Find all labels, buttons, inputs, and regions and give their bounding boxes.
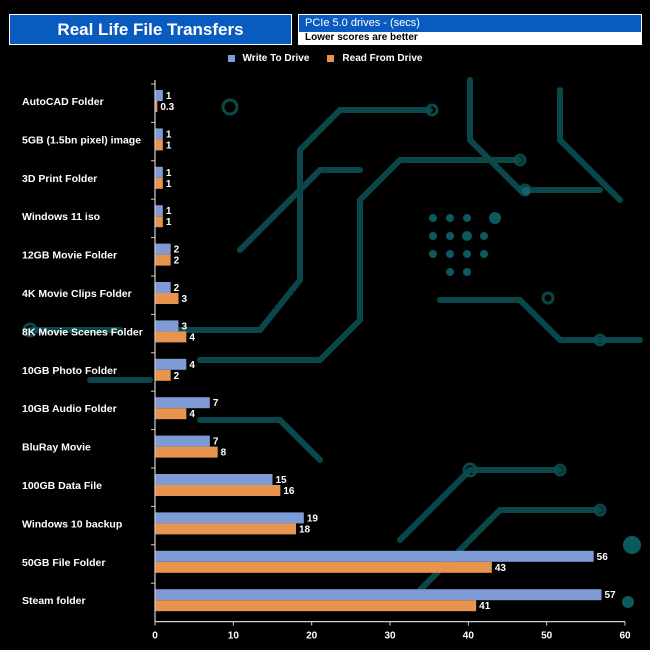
- bar-read: [155, 293, 179, 304]
- x-tick-label: 20: [306, 631, 318, 642]
- data-label: 1: [166, 140, 172, 151]
- data-label: 1: [166, 206, 172, 217]
- bar-read: [155, 600, 477, 612]
- bar-read: [155, 446, 218, 458]
- bar-read: [155, 101, 158, 112]
- bar-read: [155, 369, 171, 381]
- data-label: 7: [213, 398, 219, 409]
- data-label: 4: [189, 332, 195, 343]
- data-label: 1: [166, 179, 172, 190]
- legend-label-read: Read From Drive: [342, 53, 423, 64]
- bar-read: [155, 331, 187, 343]
- bar-write: [155, 474, 273, 485]
- bar-write: [155, 512, 304, 524]
- legend-item-write: Write To Drive: [227, 53, 310, 64]
- data-label: 57: [605, 590, 617, 601]
- data-label: 8: [221, 448, 227, 459]
- bar-read: [155, 561, 492, 573]
- data-label: 3: [182, 321, 188, 332]
- data-label: 41: [479, 601, 491, 612]
- data-label: 4: [189, 360, 195, 371]
- x-tick-label: 50: [541, 631, 553, 642]
- category-label: 10GB Audio Folder: [22, 403, 117, 415]
- category-label: 12GB Movie Folder: [22, 250, 117, 262]
- bar-write: [155, 435, 210, 447]
- bar-read: [155, 139, 163, 151]
- bar-write: [155, 205, 163, 217]
- category-label: 8K Movie Scenes Folder: [22, 326, 143, 338]
- data-label: 56: [597, 552, 609, 563]
- bar-write: [155, 90, 163, 101]
- category-label: Windows 11 iso: [22, 211, 100, 223]
- data-label: 3: [182, 294, 188, 305]
- legend-swatch-write: [227, 55, 235, 62]
- data-label: 1: [166, 217, 172, 228]
- category-label: 3D Print Folder: [22, 173, 97, 185]
- data-label: 18: [299, 524, 311, 535]
- data-label: 0.3: [160, 102, 174, 113]
- bar-read: [155, 485, 281, 496]
- category-label: Steam folder: [22, 595, 86, 607]
- bar-read: [155, 523, 296, 535]
- bar-write: [155, 282, 171, 293]
- bar-read: [155, 216, 163, 228]
- category-label: AutoCAD Folder: [22, 96, 104, 108]
- bar-read: [155, 177, 163, 189]
- bar-read: [155, 408, 187, 420]
- data-label: 7: [213, 437, 219, 448]
- category-label: BluRay Movie: [22, 442, 91, 454]
- chart-subtitle: PCIe 5.0 drives - (secs): [299, 15, 641, 32]
- bar-write: [155, 243, 171, 255]
- legend-label-write: Write To Drive: [242, 53, 310, 64]
- data-label: 1: [166, 129, 172, 140]
- data-label: 2: [174, 283, 180, 294]
- subtitle-box: PCIe 5.0 drives - (secs) Lower scores ar…: [298, 14, 642, 45]
- x-tick-label: 10: [228, 631, 240, 642]
- x-tick-label: 40: [463, 631, 475, 642]
- data-label: 1: [166, 91, 172, 102]
- bar-write: [155, 358, 187, 370]
- legend-item-read: Read From Drive: [327, 53, 422, 64]
- legend-swatch-read: [327, 55, 335, 62]
- data-label: 4: [189, 409, 195, 420]
- x-tick-label: 30: [384, 631, 396, 642]
- chart-note: Lower scores are better: [299, 32, 641, 44]
- category-label: 5GB (1.5bn pixel) image: [22, 134, 141, 146]
- data-label: 2: [174, 245, 180, 256]
- data-label: 2: [174, 371, 180, 382]
- bar-write: [155, 166, 163, 178]
- category-label: Windows 10 backup: [22, 518, 122, 530]
- category-label: 4K Movie Clips Folder: [22, 288, 132, 300]
- bar-read: [155, 254, 171, 266]
- data-label: 2: [174, 256, 180, 267]
- bar-write: [155, 128, 163, 140]
- x-tick-label: 0: [152, 631, 158, 642]
- legend: Write To Drive Read From Drive: [0, 53, 650, 64]
- data-label: 1: [166, 168, 172, 179]
- bar-write: [155, 550, 594, 562]
- bar-write: [155, 589, 602, 601]
- data-label: 16: [283, 486, 295, 497]
- category-label: 10GB Photo Folder: [22, 365, 117, 377]
- data-label: 19: [307, 513, 319, 524]
- category-label: 50GB File Folder: [22, 557, 105, 569]
- x-tick-label: 60: [619, 631, 631, 642]
- bar-write: [155, 397, 210, 409]
- data-label: 43: [495, 563, 507, 574]
- data-label: 15: [276, 475, 288, 486]
- chart-title: Real Life File Transfers: [9, 14, 292, 45]
- bar-write: [155, 320, 179, 332]
- category-label: 100GB Data File: [22, 480, 102, 492]
